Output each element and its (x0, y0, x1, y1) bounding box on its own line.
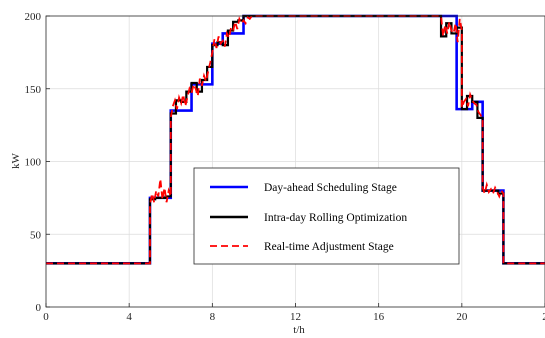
x-tick-label: 20 (456, 311, 468, 323)
y-tick-label: 200 (25, 11, 42, 23)
legend-label-intra-day: Intra-day Rolling Optimization (264, 212, 407, 224)
x-tick-label: 16 (373, 311, 385, 323)
x-axis-label: t/h (293, 324, 305, 333)
x-tick-label: 4 (126, 311, 132, 323)
y-tick-label: 0 (36, 302, 42, 314)
y-axis-label: kW (10, 152, 22, 169)
legend: Day-ahead Scheduling Stage Intra-day Rol… (194, 168, 459, 264)
y-tick-label: 100 (25, 157, 42, 169)
x-tick-label: 12 (290, 311, 301, 323)
legend-label-real-time: Real-time Adjustment Stage (264, 241, 394, 253)
x-tick-label: 8 (210, 311, 216, 323)
y-tick-label: 150 (25, 84, 42, 96)
y-tick-label: 50 (30, 229, 42, 241)
x-tick-label: 0 (43, 311, 49, 323)
legend-label-day-ahead: Day-ahead Scheduling Stage (264, 182, 397, 194)
